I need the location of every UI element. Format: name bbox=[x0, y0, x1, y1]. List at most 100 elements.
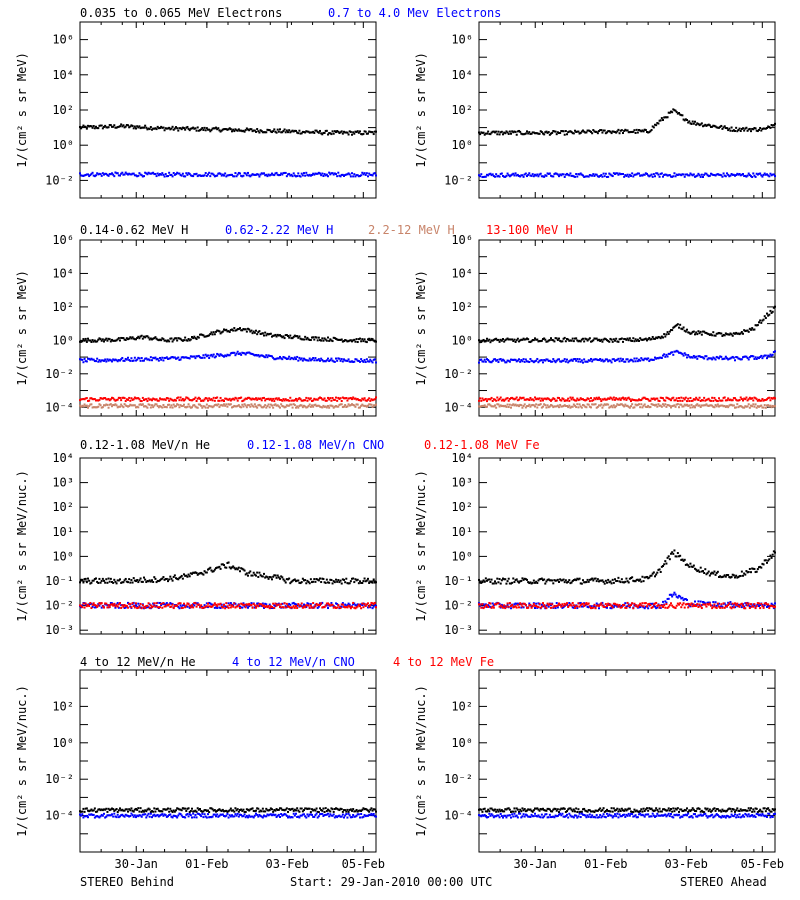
data-point bbox=[273, 574, 276, 577]
data-point bbox=[130, 404, 133, 407]
data-point bbox=[243, 328, 246, 331]
data-point bbox=[744, 355, 747, 358]
data-point bbox=[117, 396, 120, 399]
data-point bbox=[371, 399, 374, 402]
data-point bbox=[618, 360, 621, 363]
data-point bbox=[604, 398, 607, 401]
data-point bbox=[672, 353, 675, 356]
data-point bbox=[528, 582, 531, 585]
data-point bbox=[216, 128, 219, 131]
data-point bbox=[596, 578, 599, 581]
data-point bbox=[754, 175, 757, 178]
data-point bbox=[133, 174, 136, 177]
data-point bbox=[204, 172, 207, 175]
data-point bbox=[289, 396, 292, 399]
data-point bbox=[730, 333, 733, 336]
data-point bbox=[194, 337, 197, 340]
data-point bbox=[244, 397, 247, 400]
data-point bbox=[131, 602, 134, 605]
y-tick-label: 10⁴ bbox=[52, 451, 74, 465]
data-point bbox=[515, 360, 518, 363]
data-point bbox=[510, 397, 512, 400]
data-point bbox=[208, 605, 211, 608]
plot-frame bbox=[478, 21, 776, 199]
data-point bbox=[726, 357, 728, 360]
data-point bbox=[746, 129, 749, 132]
data-point bbox=[528, 131, 531, 134]
data-point bbox=[727, 574, 730, 577]
data-point bbox=[178, 337, 181, 340]
data-point bbox=[700, 356, 703, 359]
data-point bbox=[483, 604, 486, 607]
data-point bbox=[487, 605, 490, 608]
data-point bbox=[678, 112, 680, 115]
data-point bbox=[184, 128, 187, 131]
data-point bbox=[495, 399, 498, 402]
data-point bbox=[354, 604, 357, 607]
data-point bbox=[611, 130, 614, 133]
data-point bbox=[760, 404, 763, 407]
data-point bbox=[569, 603, 572, 606]
data-point bbox=[660, 335, 663, 338]
data-point bbox=[248, 351, 251, 354]
data-point bbox=[145, 335, 148, 338]
data-point bbox=[327, 404, 329, 407]
data-point bbox=[217, 603, 220, 606]
data-point bbox=[312, 405, 315, 408]
data-point bbox=[187, 337, 190, 340]
data-point bbox=[641, 358, 644, 361]
data-point bbox=[242, 174, 245, 177]
data-point bbox=[212, 570, 215, 573]
data-point bbox=[283, 128, 286, 131]
data-point bbox=[101, 338, 104, 341]
data-point bbox=[127, 581, 129, 584]
data-point bbox=[258, 604, 261, 607]
data-point bbox=[683, 558, 686, 561]
data-point bbox=[583, 130, 586, 133]
data-point bbox=[120, 358, 123, 361]
data-point bbox=[535, 359, 538, 362]
data-point bbox=[504, 404, 507, 407]
data-point bbox=[646, 575, 648, 578]
data-point bbox=[729, 601, 732, 604]
data-point bbox=[327, 607, 329, 610]
data-point bbox=[700, 173, 703, 176]
data-point bbox=[224, 128, 227, 131]
data-point bbox=[89, 124, 92, 127]
data-point bbox=[367, 132, 369, 135]
data-point bbox=[731, 404, 734, 407]
data-point bbox=[164, 577, 167, 580]
data-point bbox=[305, 171, 308, 174]
data-point bbox=[164, 603, 167, 606]
data-point bbox=[505, 582, 508, 585]
data-point bbox=[715, 332, 718, 335]
data-point bbox=[300, 357, 303, 360]
data-point bbox=[268, 607, 271, 610]
data-point bbox=[255, 397, 257, 400]
data-point bbox=[103, 606, 105, 609]
data-point bbox=[550, 399, 552, 402]
data-point bbox=[347, 403, 350, 406]
data-point bbox=[519, 130, 522, 133]
data-point bbox=[643, 403, 646, 406]
data-point bbox=[364, 404, 367, 407]
data-point bbox=[355, 358, 358, 361]
data-point bbox=[658, 606, 661, 609]
data-point bbox=[160, 358, 163, 361]
data-point bbox=[316, 339, 319, 342]
data-point bbox=[553, 405, 556, 408]
data-point bbox=[527, 405, 530, 408]
data-point bbox=[615, 337, 618, 340]
data-point bbox=[152, 406, 155, 409]
data-point bbox=[353, 173, 356, 176]
data-point bbox=[207, 334, 209, 337]
data-point bbox=[244, 353, 247, 356]
data-point bbox=[103, 173, 105, 176]
data-point bbox=[295, 129, 297, 132]
data-point bbox=[84, 577, 87, 580]
data-point bbox=[771, 404, 774, 407]
data-point bbox=[148, 403, 151, 406]
data-point bbox=[120, 399, 123, 402]
data-point bbox=[491, 582, 494, 585]
data-point bbox=[736, 356, 739, 359]
